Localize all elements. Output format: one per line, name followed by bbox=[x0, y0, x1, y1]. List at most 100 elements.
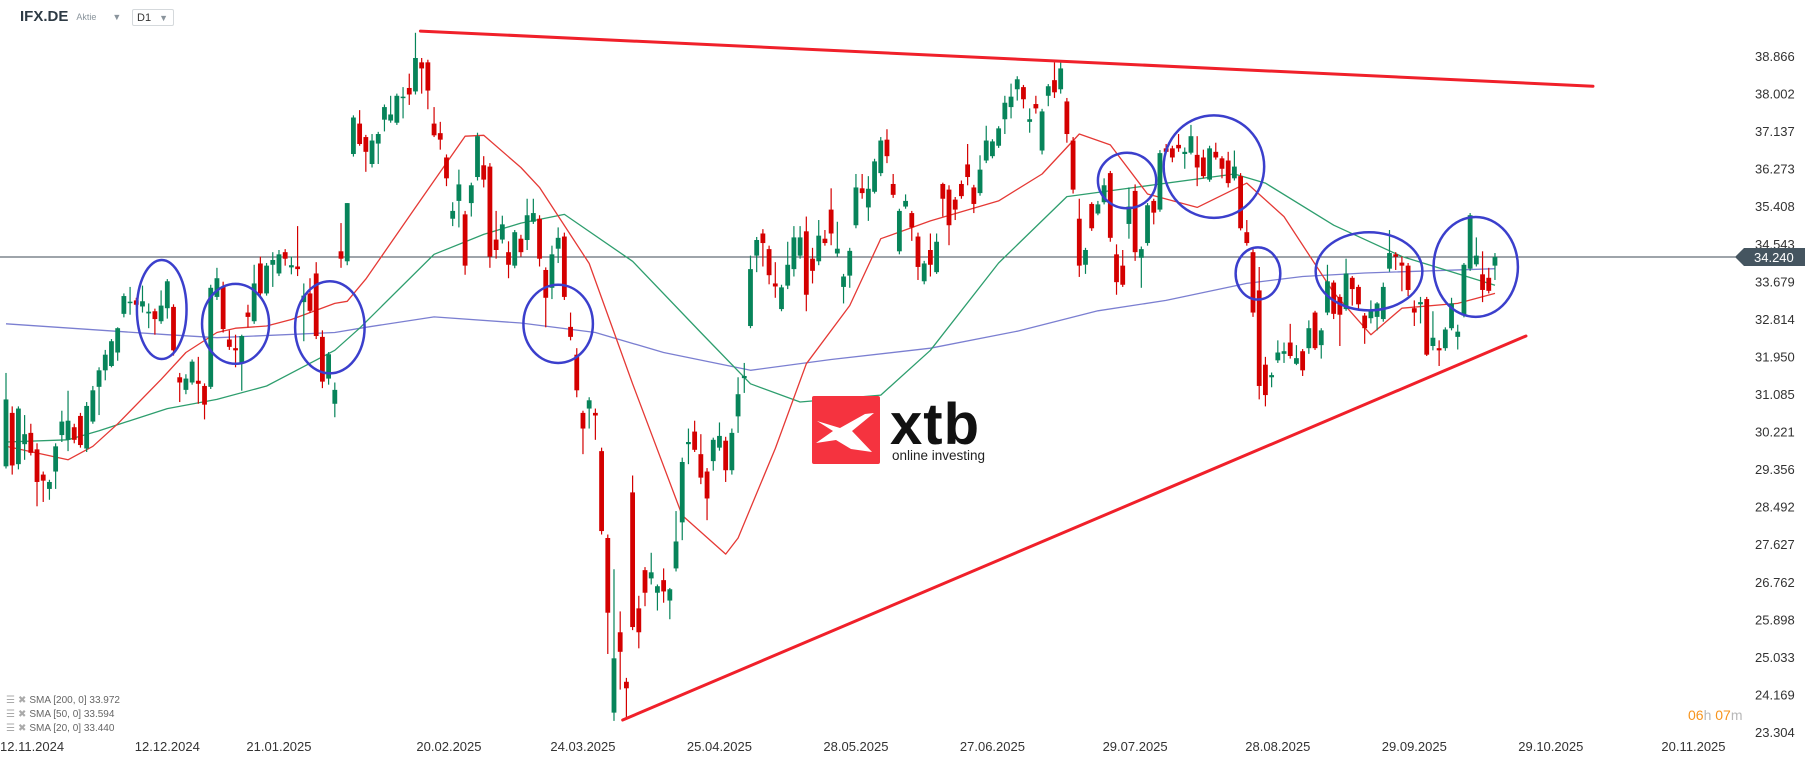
candle-body bbox=[1436, 348, 1442, 351]
candle-bullish bbox=[140, 285, 145, 313]
xtb-logo-x-mark bbox=[816, 413, 874, 452]
candle-body bbox=[841, 276, 846, 287]
date-tick-label: 29.09.2025 bbox=[1382, 739, 1447, 754]
candle-bullish bbox=[1182, 147, 1188, 169]
candle-bearish bbox=[1064, 97, 1070, 143]
candle-bearish bbox=[810, 247, 815, 284]
candle-bearish bbox=[915, 232, 921, 280]
candle-bullish bbox=[791, 226, 797, 277]
countdown-minutes: 07 bbox=[1715, 707, 1731, 723]
highlight-ellipse[interactable] bbox=[1432, 215, 1520, 319]
candle-body bbox=[772, 283, 778, 287]
candle-bearish bbox=[1169, 145, 1175, 163]
price-tick-label: 38.002 bbox=[1755, 87, 1795, 102]
candle-body bbox=[959, 183, 964, 197]
support-trendline[interactable] bbox=[621, 334, 1528, 722]
price-tick-label: 25.033 bbox=[1755, 650, 1795, 665]
candle-body bbox=[592, 412, 598, 416]
candle-body bbox=[1318, 330, 1324, 346]
candle-body bbox=[183, 378, 189, 390]
candle-bullish bbox=[1145, 203, 1150, 246]
close-icon[interactable]: ✖ bbox=[17, 709, 27, 720]
candle-bullish bbox=[841, 273, 846, 304]
candle-bullish bbox=[996, 126, 1002, 148]
settings-lines-icon[interactable]: ☰ bbox=[6, 723, 15, 734]
candle-bullish bbox=[16, 406, 21, 470]
candle-body bbox=[996, 128, 1002, 146]
candle-bullish bbox=[276, 249, 282, 277]
candle-body bbox=[679, 461, 685, 523]
candle-bearish bbox=[40, 471, 46, 502]
candle-bullish bbox=[865, 176, 871, 221]
candle-bearish bbox=[295, 226, 300, 277]
date-tick-label: 12.11.2024 bbox=[0, 739, 64, 754]
candle-bullish bbox=[1275, 340, 1281, 363]
close-icon[interactable]: ✖ bbox=[17, 723, 27, 734]
resistance-trendline[interactable] bbox=[418, 29, 1595, 88]
candle-body bbox=[1275, 352, 1281, 361]
candle-bullish bbox=[59, 410, 65, 443]
highlight-ellipse[interactable] bbox=[135, 258, 188, 361]
date-axis[interactable]: 12.11.2024 12.12.2024 21.01.2025 20.02.2025… bbox=[0, 739, 1726, 754]
candle-bullish bbox=[375, 131, 381, 164]
candle-body bbox=[313, 273, 319, 337]
candle-bearish bbox=[245, 304, 251, 328]
candle-body bbox=[1101, 185, 1107, 203]
candle-body bbox=[896, 210, 902, 252]
candle-bullish bbox=[1318, 328, 1324, 359]
candle-bearish bbox=[152, 308, 158, 335]
settings-lines-icon[interactable]: ☰ bbox=[6, 709, 15, 720]
highlight-ellipse[interactable] bbox=[200, 282, 271, 366]
candle-body bbox=[828, 209, 834, 234]
highlight-ellipse[interactable] bbox=[1234, 246, 1282, 301]
candle-body bbox=[530, 213, 536, 222]
candle-bearish bbox=[766, 245, 772, 285]
highlight-ellipse[interactable] bbox=[1314, 230, 1424, 312]
caret-down-icon[interactable]: ▼ bbox=[112, 11, 122, 22]
candle-body bbox=[245, 312, 251, 317]
candle-body bbox=[1225, 160, 1231, 184]
candle-bullish bbox=[369, 134, 375, 168]
candle-body bbox=[1238, 176, 1243, 229]
highlight-ellipse[interactable] bbox=[1096, 151, 1158, 210]
candle-body bbox=[561, 236, 567, 297]
candle-bearish bbox=[617, 611, 623, 690]
candle-bearish bbox=[34, 443, 40, 507]
legend-item-sma200: ☰ ✖ SMA [200, 0] 33.972 bbox=[6, 694, 120, 708]
candle-body bbox=[431, 123, 437, 136]
candle-bearish bbox=[233, 334, 238, 368]
candle-body bbox=[1256, 290, 1262, 386]
candle-body bbox=[264, 265, 269, 294]
close-icon[interactable]: ✖ bbox=[17, 695, 27, 706]
price-tick-label: 24.169 bbox=[1755, 687, 1795, 702]
candle-bullish bbox=[1045, 84, 1051, 107]
candle-bearish bbox=[1238, 173, 1243, 231]
candle-bearish bbox=[636, 595, 642, 649]
candle-body bbox=[270, 259, 276, 265]
candle-bullish bbox=[903, 194, 908, 209]
highlight-ellipse[interactable] bbox=[293, 280, 366, 375]
candle-body bbox=[1362, 315, 1368, 329]
candle-body bbox=[878, 140, 884, 174]
candle-body bbox=[1343, 273, 1349, 310]
candle-bearish bbox=[1120, 249, 1126, 287]
candle-bearish bbox=[1194, 136, 1200, 187]
price-axis[interactable]: 38.86638.00237.13736.27335.40834.54333.6… bbox=[1735, 49, 1805, 740]
settings-lines-icon[interactable]: ☰ bbox=[6, 695, 15, 706]
candle-body bbox=[1002, 102, 1008, 120]
candle-body bbox=[456, 184, 462, 201]
candle-body bbox=[109, 341, 114, 366]
instrument-selector[interactable]: IFX.DE Aktie ▼ bbox=[20, 8, 121, 25]
highlight-ellipse[interactable] bbox=[522, 283, 595, 365]
candle-body bbox=[1331, 282, 1337, 314]
highlight-ellipse[interactable] bbox=[1162, 114, 1266, 220]
candle-body bbox=[580, 412, 586, 429]
candle-bullish bbox=[47, 479, 52, 500]
candle-bullish bbox=[1207, 145, 1212, 182]
candle-body bbox=[822, 238, 828, 244]
sma-lines bbox=[0, 133, 1743, 555]
timeframe-select[interactable]: D1 ▼ bbox=[132, 9, 174, 26]
candle-bearish bbox=[803, 216, 809, 312]
candle-body bbox=[71, 427, 77, 440]
